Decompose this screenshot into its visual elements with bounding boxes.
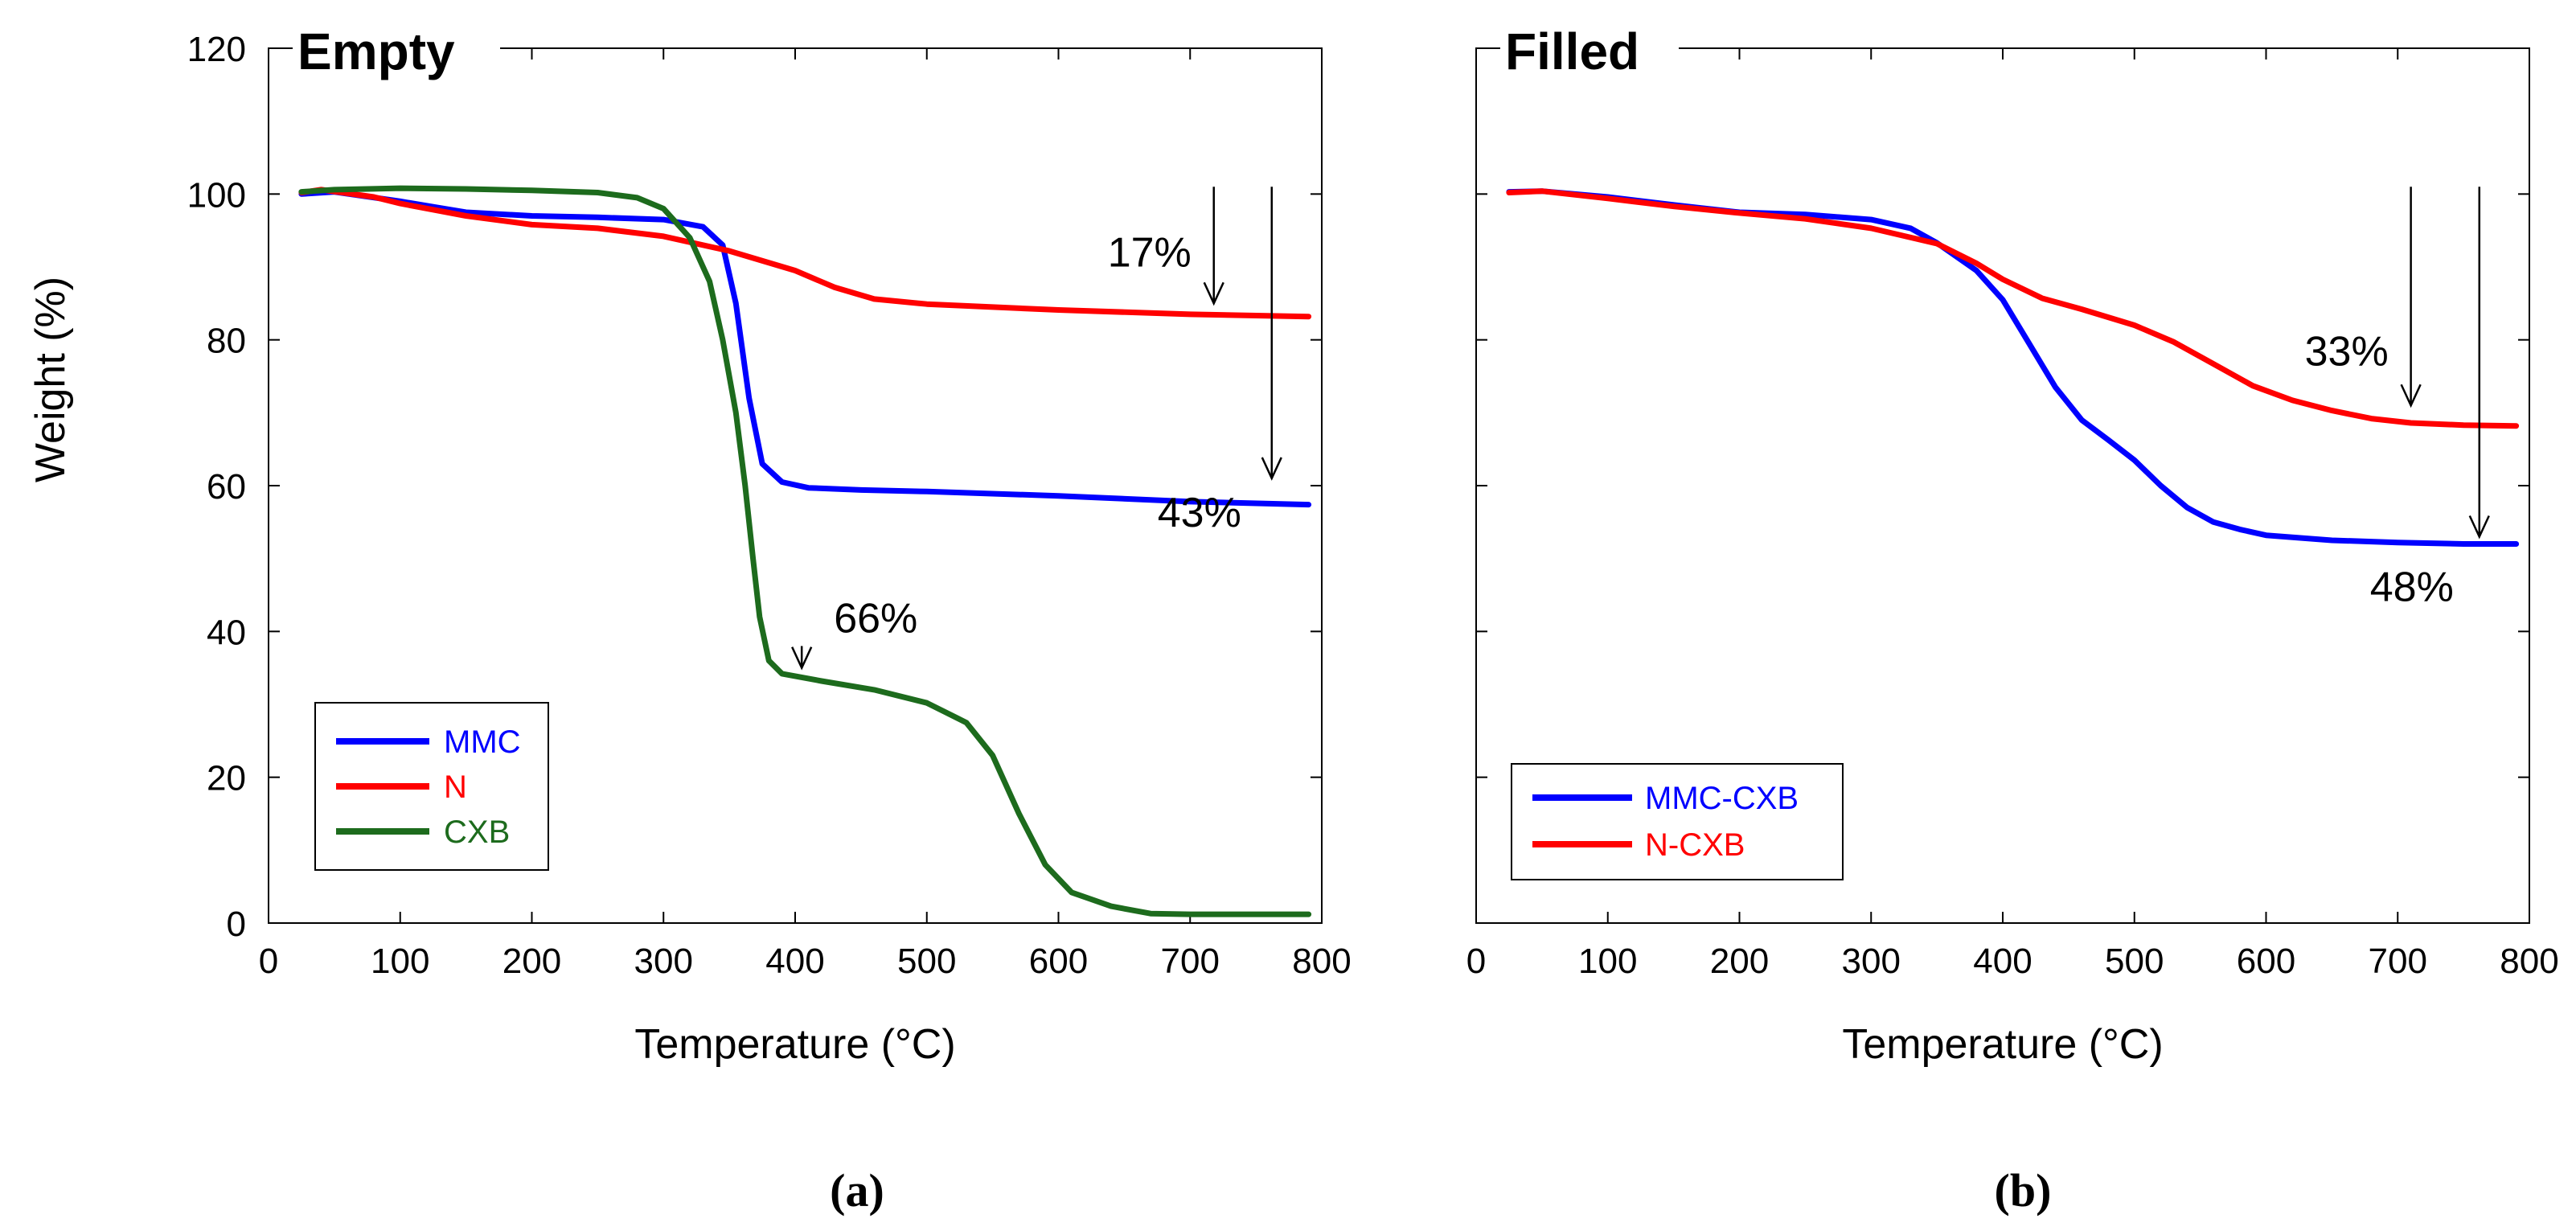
x-tick-label: 500	[897, 942, 956, 981]
x-tick-label: 600	[2237, 942, 2295, 981]
y-tick-label: 100	[187, 175, 246, 215]
annotation-label: 17%	[1108, 229, 1192, 276]
x-tick-label: 0	[259, 942, 278, 981]
series-line-cxb	[298, 185, 1312, 917]
series-line-mmc	[298, 189, 1312, 508]
annotations-a: 17% 43% 66%	[791, 187, 1282, 671]
y-axis-title: Weight (%)	[27, 277, 74, 482]
series-line-n	[298, 187, 1312, 320]
legend-a: MMC N CXB	[314, 702, 549, 871]
panel-b: 0 100 200 300 400 500 600 700 800 33%48% Filled …	[1466, 18, 2559, 1217]
ticks-b: 0 100 200 300 400 500 600 700 800	[1466, 47, 2559, 981]
x-tick-label: 800	[1292, 942, 1351, 981]
x-tick-label: 500	[2105, 942, 2164, 981]
series-line-n-cxb	[1506, 188, 2520, 429]
x-tick-label: 100	[1578, 942, 1637, 981]
y-tick-label: 120	[187, 30, 246, 69]
caption-b: (b)	[1995, 1164, 2052, 1217]
panel-title-b: Filled	[1505, 23, 1639, 80]
y-tick-label: 80	[207, 322, 246, 361]
panel-a: Weight (%) 0 100 200 300 400 500 600 700 800 0 20 4…	[27, 18, 1352, 1217]
panel-title-background-b	[1500, 18, 1679, 80]
ticks-a: 0 100 200 300 400 500 600 700 800 0 20 40 60 80 100 120	[187, 30, 1352, 981]
curves-b	[1506, 188, 2520, 547]
x-tick-label: 100	[371, 942, 429, 981]
x-tick-label: 200	[1710, 942, 1769, 981]
y-tick-label: 0	[227, 905, 246, 944]
x-tick-label: 600	[1029, 942, 1088, 981]
annotation-arrow-head	[2400, 384, 2422, 408]
annotation-arrow-head	[1261, 457, 1282, 481]
x-tick-label: 0	[1466, 942, 1486, 981]
y-tick-label: 40	[207, 613, 246, 652]
legend-label-n: N	[444, 769, 467, 805]
curves-a	[298, 185, 1312, 917]
x-tick-label: 300	[1842, 942, 1901, 981]
x-tick-label: 700	[2369, 942, 2427, 981]
x-tick-label: 200	[502, 942, 561, 981]
y-tick-label: 60	[207, 467, 246, 507]
annotation-arrow-head	[2468, 515, 2490, 540]
annotation-label: 33%	[2305, 328, 2389, 375]
legend-label-cxb: CXB	[444, 815, 510, 850]
annotation-label: 48%	[2370, 564, 2454, 610]
annotation-label: 66%	[834, 596, 917, 642]
x-tick-label: 300	[634, 942, 693, 981]
y-tick-label: 20	[207, 759, 246, 798]
x-tick-label: 400	[765, 942, 824, 981]
x-axis-title-a: Temperature (°C)	[634, 1021, 955, 1068]
legend-label-n-cxb: N-CXB	[1645, 827, 1745, 863]
annotation-arrow-head	[791, 646, 813, 671]
panel-title-a: Empty	[297, 23, 455, 80]
legend-box-b	[1511, 763, 1844, 880]
panel-title-background-a	[293, 18, 500, 80]
annotation-arrow-head	[1203, 281, 1224, 306]
legend-b: MMC-CXB N-CXB	[1511, 763, 1844, 880]
caption-a: (a)	[830, 1164, 884, 1217]
annotation-label: 43%	[1158, 490, 1241, 536]
legend-label-mmc-cxb: MMC-CXB	[1645, 781, 1799, 816]
x-axis-title-b: Temperature (°C)	[1842, 1021, 2163, 1068]
annotations-b: 33% 48%	[2305, 187, 2490, 610]
x-tick-label: 800	[2500, 942, 2558, 981]
x-tick-label: 700	[1161, 942, 1220, 981]
legend-label-mmc: MMC	[444, 724, 521, 760]
x-tick-label: 400	[1973, 942, 2032, 981]
